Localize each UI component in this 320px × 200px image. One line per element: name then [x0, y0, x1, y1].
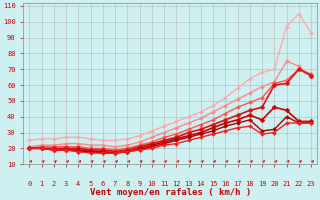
- X-axis label: Vent moyen/en rafales ( km/h ): Vent moyen/en rafales ( km/h ): [90, 188, 251, 197]
